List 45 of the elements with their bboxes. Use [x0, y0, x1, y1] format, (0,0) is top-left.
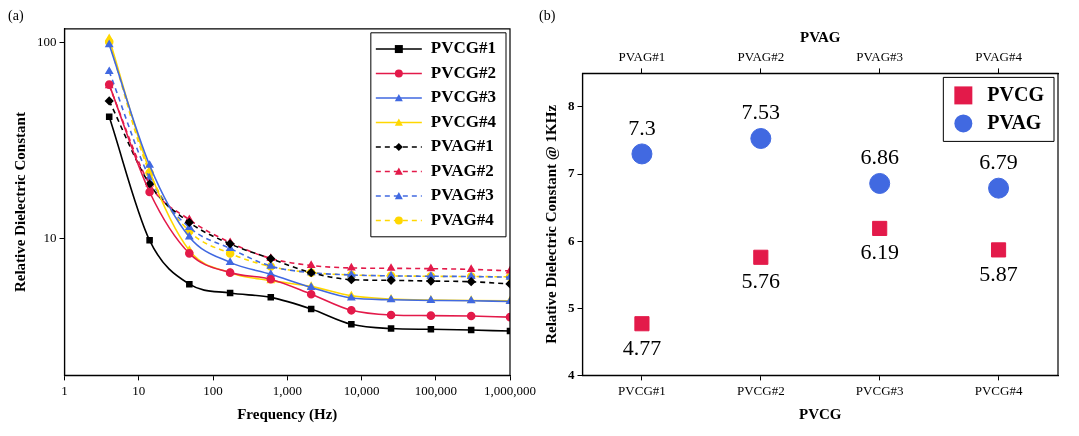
- x2-axis-title: PVAG: [799, 28, 841, 45]
- y-tick-label: 4: [568, 366, 575, 382]
- x-tick-label: PVCG#4: [974, 382, 1023, 398]
- legend-label: PVCG#2: [430, 62, 497, 82]
- legend-label: PVAG: [987, 110, 1042, 133]
- legend-label: PVCG: [987, 82, 1045, 105]
- text: PVAG#1: [618, 49, 666, 65]
- y-tick-label: 5: [568, 299, 575, 315]
- legend-label: PVAG#1: [430, 136, 494, 156]
- y-tick-label: 6: [568, 232, 575, 248]
- chart-title: (b): [539, 8, 556, 25]
- x-tick-label: 100,000: [414, 382, 457, 398]
- y-tick-label: 8: [568, 98, 575, 114]
- y-axis-title: Relative Dielectric Constant: [11, 112, 28, 293]
- data-label: 6.86: [860, 144, 899, 170]
- legend-label: PVAG#2: [430, 160, 494, 180]
- data-label: 6.79: [979, 148, 1018, 174]
- legend-label: PVCG#1: [430, 38, 497, 58]
- data-label: 5.87: [979, 260, 1018, 286]
- x-axis-title: PVCG: [799, 405, 842, 422]
- legend-label: PVCG#4: [430, 111, 497, 131]
- legend-label: PVAG#3: [430, 185, 494, 205]
- x-tick-label: PVCG#2: [736, 382, 785, 398]
- legend-label: PVAG#4: [430, 209, 495, 229]
- text: PVAG#2: [737, 49, 785, 65]
- text: PVAG#3: [856, 49, 904, 65]
- legend-label: PVCG#3: [430, 87, 497, 107]
- x-tick-label: 100: [203, 382, 223, 398]
- y-tick-label: 7: [568, 165, 575, 181]
- x-tick-label: PVCG#1: [618, 382, 666, 398]
- data-label: 4.77: [622, 334, 662, 360]
- x-tick-label: 10,000: [343, 382, 380, 398]
- y-axis-title: Relative Dielectric Constant @ 1KHz: [542, 104, 559, 344]
- data-label: 5.76: [741, 268, 781, 294]
- x-tick-label: 1: [61, 382, 68, 398]
- data-label: 7.3: [628, 114, 656, 140]
- chart-title: (a): [8, 8, 24, 25]
- x-tick-label: 10: [132, 382, 146, 398]
- data-label: 7.53: [741, 99, 781, 125]
- x-tick-label: 1,000,000: [484, 382, 536, 398]
- text: PVAG#4: [975, 49, 1023, 65]
- x-tick-label: 1,000: [272, 382, 302, 398]
- x-tick-label: PVCG#3: [855, 382, 904, 398]
- x-axis-title: Frequency (Hz): [237, 405, 338, 423]
- data-label: 6.19: [860, 239, 899, 265]
